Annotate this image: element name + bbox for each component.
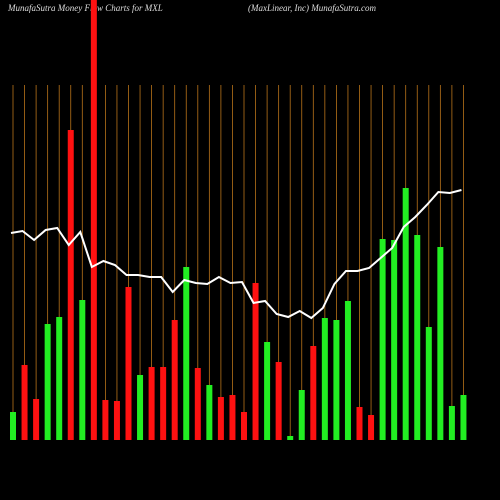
bar [171,320,178,440]
bar [402,188,409,440]
bar [90,0,97,440]
bar [33,399,40,440]
bar [102,400,109,440]
bar [10,412,16,440]
bar [460,395,467,440]
bar [391,240,398,440]
bar [437,247,444,440]
bar [379,239,386,440]
bar [21,365,28,440]
bar [264,342,271,440]
chart-title: MunafaSutra Money Flow Charts for MXL [7,3,163,13]
bar [194,368,201,440]
bar [414,235,421,440]
bar [125,287,132,440]
bar [275,362,282,440]
bar [368,415,375,440]
chart-subtitle: (MaxLinear, Inc) MunafaSutra.com [248,3,376,13]
bar [448,406,455,440]
bar [148,367,155,440]
bar [321,318,328,440]
bar [344,301,351,440]
bar [137,375,144,440]
money-flow-line [10,189,462,320]
bar [356,407,363,440]
bar [217,397,224,440]
bar [44,324,51,440]
bar [425,327,432,440]
bar [160,367,167,440]
bar [287,436,294,440]
bar [241,412,247,440]
bar [56,317,63,440]
bar [333,320,340,440]
bar [298,390,305,440]
bar [206,385,213,440]
bar [229,395,236,440]
bar [183,267,190,440]
bar [113,401,120,440]
bar [67,130,74,440]
bar [252,283,259,440]
bar [310,346,317,440]
bar [79,300,86,440]
